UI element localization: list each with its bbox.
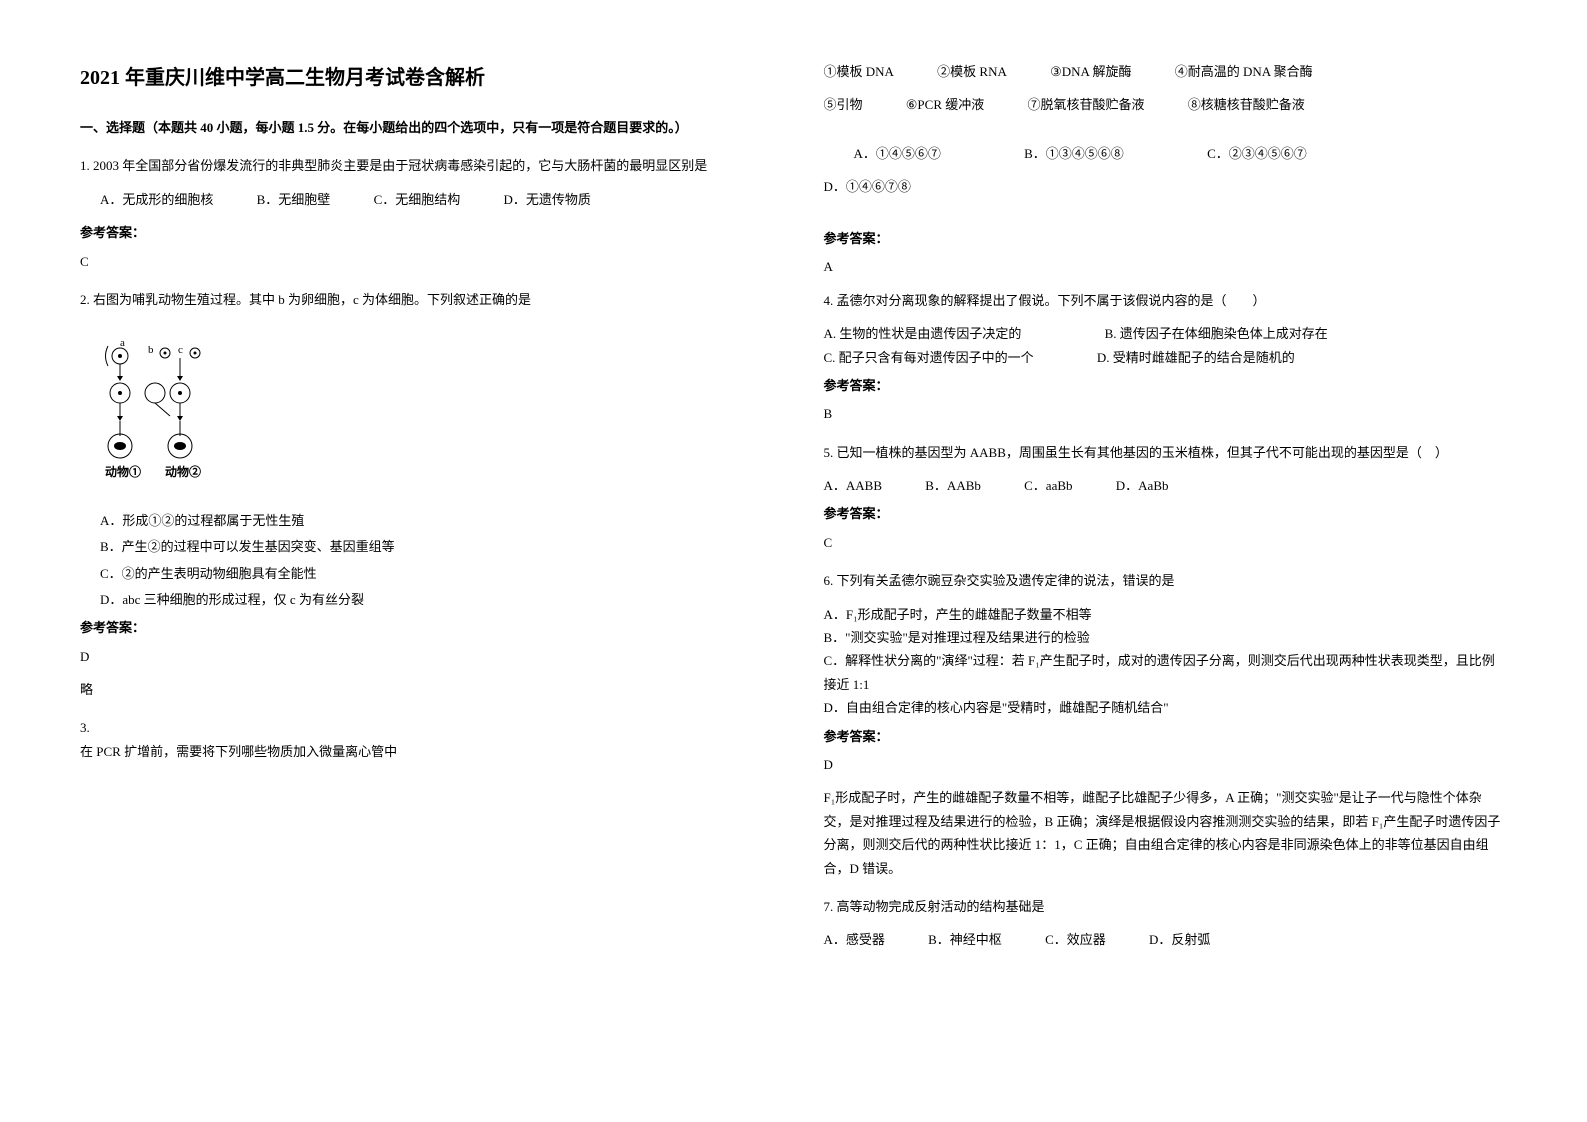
- q1-opt-b: B．无细胞壁: [257, 188, 331, 211]
- q5-opt-b: B．AABb: [925, 474, 981, 497]
- section-header: 一、选择题（本题共 40 小题，每小题 1.5 分。在每小题给出的四个选项中，只…: [80, 116, 764, 139]
- q4-options-row2: C. 配子只含有每对遗传因子中的一个 D. 受精时雌雄配子的结合是随机的: [824, 346, 1508, 369]
- svg-text:c: c: [178, 344, 183, 356]
- q3-item-7: ⑦脱氧核苷酸贮备液: [1028, 93, 1145, 116]
- q3-item-5: ⑤引物: [824, 93, 863, 116]
- q3-item-8: ⑧核糖核苷酸贮备液: [1188, 93, 1305, 116]
- q5-opt-a: A．AABB: [824, 474, 883, 497]
- q2-answer-label: 参考答案：: [80, 616, 764, 639]
- q7-text: 7. 高等动物完成反射活动的结构基础是: [824, 895, 1508, 918]
- q1-answer-label: 参考答案：: [80, 221, 764, 244]
- question-7: 7. 高等动物完成反射活动的结构基础是 A．感受器 B．神经中枢 C．效应器 D…: [824, 895, 1508, 952]
- q6-text: 6. 下列有关孟德尔豌豆杂交实验及遗传定律的说法，错误的是: [824, 569, 1508, 592]
- q6-opt-d: D．自由组合定律的核心内容是"受精时，雌雄配子随机结合": [824, 696, 1508, 719]
- q6-answer: D: [824, 753, 1508, 776]
- q1-opt-d: D．无遗传物质: [503, 188, 590, 211]
- q3-text: 在 PCR 扩增前，需要将下列哪些物质加入微量离心管中: [80, 740, 764, 763]
- q2-opt-a: A．形成①②的过程都属于无性生殖: [100, 509, 764, 532]
- q6-explanation: F₁形成配子时，产生的雌雄配子数量不相等，雌配子比雄配子少得多，A 正确；"测交…: [824, 786, 1508, 880]
- q3-items: ①模板 DNA ②模板 RNA ③DNA 解旋酶 ④耐高温的 DNA 聚合酶 ⑤…: [824, 60, 1508, 127]
- q1-options: A．无成形的细胞核 B．无细胞壁 C．无细胞结构 D．无遗传物质: [100, 188, 764, 211]
- right-column: ①模板 DNA ②模板 RNA ③DNA 解旋酶 ④耐高温的 DNA 聚合酶 ⑤…: [794, 60, 1538, 1082]
- q1-answer: C: [80, 250, 764, 273]
- q7-options: A．感受器 B．神经中枢 C．效应器 D．反射弧: [824, 928, 1508, 951]
- q6-opt-b: B．"测交实验"是对推理过程及结果进行的检验: [824, 626, 1508, 649]
- q5-opt-c: C．aaBb: [1024, 474, 1072, 497]
- q4-opt-b: B. 遗传因子在体细胞染色体上成对存在: [1105, 326, 1328, 341]
- q4-opt-a: A. 生物的性状是由遗传因子决定的: [824, 326, 1022, 341]
- q1-opt-a: A．无成形的细胞核: [100, 188, 213, 211]
- q5-opt-d: D．AaBb: [1116, 474, 1169, 497]
- q7-opt-a: A．感受器: [824, 928, 885, 951]
- question-5: 5. 已知一植株的基因型为 AABB，周围虽生长有其他基因的玉米植株，但其子代不…: [824, 441, 1508, 555]
- question-6: 6. 下列有关孟德尔豌豆杂交实验及遗传定律的说法，错误的是 A．F₁形成配子时，…: [824, 569, 1508, 880]
- q3-answer-label: 参考答案：: [824, 227, 1508, 250]
- q5-answer-label: 参考答案：: [824, 502, 1508, 525]
- q3-opt-b: B．①③④⑤⑥⑧: [1024, 142, 1124, 165]
- question-4: 4. 孟德尔对分离现象的解释提出了假说。下列不属于该假说内容的是（ ） A. 生…: [824, 289, 1508, 426]
- q3-answer: A: [824, 255, 1508, 278]
- svg-text:b: b: [148, 344, 154, 356]
- page-title: 2021 年重庆川维中学高二生物月考试卷含解析: [80, 60, 764, 96]
- q2-note: 略: [80, 678, 764, 701]
- q3-item-2: ②模板 RNA: [937, 60, 1007, 83]
- q4-answer: B: [824, 402, 1508, 425]
- q3-opt-d: D．①④⑥⑦⑧: [824, 175, 1508, 198]
- q7-opt-b: B．神经中枢: [928, 928, 1002, 951]
- q6-answer-label: 参考答案：: [824, 725, 1508, 748]
- q7-opt-c: C．效应器: [1045, 928, 1106, 951]
- svg-text:a: a: [120, 337, 125, 349]
- q2-diagram: a b c: [100, 331, 250, 491]
- svg-text:动物②: 动物②: [165, 464, 201, 479]
- q5-text: 5. 已知一植株的基因型为 AABB，周围虽生长有其他基因的玉米植株，但其子代不…: [824, 441, 1508, 464]
- q7-opt-d: D．反射弧: [1149, 928, 1210, 951]
- question-1: 1. 2003 年全国部分省份爆发流行的非典型肺炎主要是由于冠状病毒感染引起的，…: [80, 154, 764, 273]
- svg-text:动物①: 动物①: [105, 464, 141, 479]
- q5-options: A．AABB B．AABb C．aaBb D．AaBb: [824, 474, 1508, 497]
- q4-opt-c: C. 配子只含有每对遗传因子中的一个: [824, 350, 1034, 365]
- q2-answer: D: [80, 645, 764, 668]
- q1-opt-c: C．无细胞结构: [374, 188, 461, 211]
- q2-text: 2. 右图为哺乳动物生殖过程。其中 b 为卵细胞，c 为体细胞。下列叙述正确的是: [80, 288, 764, 311]
- q3-item-6: ⑥PCR 缓冲液: [906, 93, 984, 116]
- q3-opt-a: A．①④⑤⑥⑦: [854, 142, 941, 165]
- q4-opt-d: D. 受精时雌雄配子的结合是随机的: [1097, 350, 1295, 365]
- q2-opt-d: D．abc 三种细胞的形成过程，仅 c 为有丝分裂: [100, 588, 764, 611]
- q3-item-1: ①模板 DNA: [824, 60, 894, 83]
- q3-opt-c: C．②③④⑤⑥⑦: [1207, 142, 1307, 165]
- q1-text: 1. 2003 年全国部分省份爆发流行的非典型肺炎主要是由于冠状病毒感染引起的，…: [80, 154, 764, 177]
- left-column: 2021 年重庆川维中学高二生物月考试卷含解析 一、选择题（本题共 40 小题，…: [50, 60, 794, 1082]
- q3-item-4: ④耐高温的 DNA 聚合酶: [1175, 60, 1313, 83]
- question-2: 2. 右图为哺乳动物生殖过程。其中 b 为卵细胞，c 为体细胞。下列叙述正确的是…: [80, 288, 764, 702]
- q2-options: A．形成①②的过程都属于无性生殖 B．产生②的过程中可以发生基因突变、基因重组等…: [100, 509, 764, 612]
- q4-answer-label: 参考答案：: [824, 374, 1508, 397]
- q3-num: 3.: [80, 716, 764, 739]
- q2-opt-c: C．②的产生表明动物细胞具有全能性: [100, 562, 764, 585]
- q3-options: A．①④⑤⑥⑦ B．①③④⑤⑥⑧ C．②③④⑤⑥⑦: [854, 142, 1508, 165]
- q2-opt-b: B．产生②的过程中可以发生基因突变、基因重组等: [100, 535, 764, 558]
- q6-opt-c: C．解释性状分离的"演绎"过程：若 F₁产生配子时，成对的遗传因子分离，则测交后…: [824, 649, 1508, 696]
- q5-answer: C: [824, 531, 1508, 554]
- q4-options-row1: A. 生物的性状是由遗传因子决定的 B. 遗传因子在体细胞染色体上成对存在: [824, 322, 1508, 345]
- q3-item-3: ③DNA 解旋酶: [1050, 60, 1131, 83]
- q6-opt-a: A．F₁形成配子时，产生的雌雄配子数量不相等: [824, 603, 1508, 626]
- q4-text: 4. 孟德尔对分离现象的解释提出了假说。下列不属于该假说内容的是（ ）: [824, 289, 1508, 312]
